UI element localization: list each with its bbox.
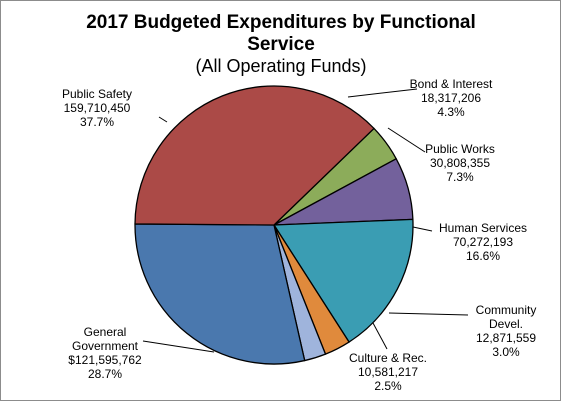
slice-percent: 28.7%	[88, 367, 122, 381]
slice-percent: 4.3%	[437, 105, 465, 119]
slice-percent: 7.3%	[446, 170, 474, 184]
slice-value: 18,317,206	[421, 91, 481, 105]
slice-value: 159,710,450	[64, 101, 131, 115]
slice-name: General	[84, 325, 127, 339]
slice-name: Public Works	[425, 142, 495, 156]
leader-line-general-gov	[142, 340, 215, 353]
slice-value: 70,272,193	[453, 235, 513, 249]
slice-name: Culture & Rec.	[349, 351, 427, 365]
slice-name: Devel.	[489, 317, 523, 331]
slice-name: Community	[476, 303, 537, 317]
slice-name: Public Safety	[62, 87, 132, 101]
slice-name: Human Services	[439, 221, 527, 235]
slice-label-bond: Bond & Interest 18,317,206 4.3%	[410, 77, 493, 119]
chart-title-line-1: 2017 Budgeted Expenditures by Functional	[86, 12, 476, 33]
chart-title-line-2: Service	[247, 34, 315, 55]
leader-line-community	[388, 312, 469, 316]
pie-slices	[134, 85, 414, 365]
slice-label-public-works: Public Works 30,808,355 7.3%	[425, 142, 495, 184]
slice-label-human-services: Human Services 70,272,193 16.6%	[439, 221, 527, 263]
slice-percent: 2.5%	[374, 379, 402, 393]
slice-label-general-gov: General Government $121,595,762 28.7%	[68, 325, 142, 381]
slice-label-culture: Culture & Rec. 10,581,217 2.5%	[349, 351, 427, 393]
slice-value: 10,581,217	[358, 365, 418, 379]
slice-percent: 3.0%	[492, 345, 520, 359]
pie-slice-general-gov	[134, 223, 306, 365]
slice-name: Bond & Interest	[410, 77, 493, 91]
pie-slice-human-services	[273, 218, 414, 343]
slice-label-public-safety: Public Safety 159,710,450 37.7%	[62, 87, 132, 129]
slice-name: Government	[72, 339, 139, 353]
leader-line-human-services	[412, 226, 433, 232]
chart-subtitle: (All Operating Funds)	[195, 56, 366, 76]
slice-value: 12,871,559	[476, 331, 536, 345]
leader-line-bond	[347, 88, 418, 98]
slice-labels: Bond & Interest 18,317,206 4.3% Public Work…	[62, 77, 536, 393]
leader-lines	[142, 88, 469, 353]
slice-percent: 37.7%	[80, 115, 114, 129]
slice-percent: 16.6%	[466, 249, 500, 263]
leader-line-culture	[372, 322, 388, 350]
slice-value: $121,595,762	[68, 353, 142, 367]
leader-line-public-safety	[158, 116, 168, 123]
leader-line-public-works	[387, 127, 426, 153]
pie-slice-public-safety	[134, 85, 375, 226]
slice-label-community: Community Devel. 12,871,559 3.0%	[476, 303, 537, 359]
slice-value: 30,808,355	[430, 156, 490, 170]
